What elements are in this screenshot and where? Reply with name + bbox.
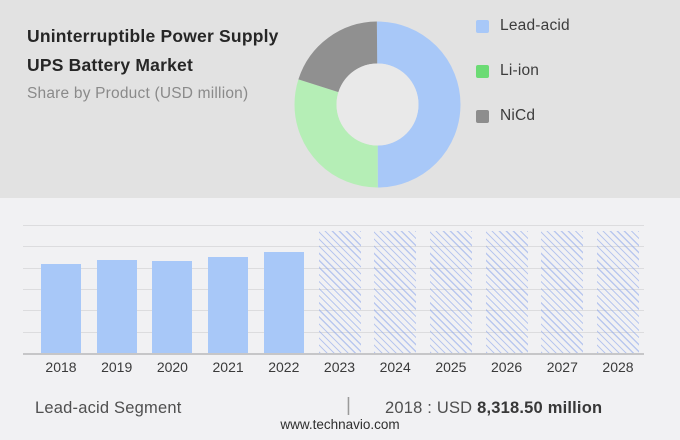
- forecast-column-2025: [429, 231, 472, 353]
- nicd-swatch-icon: [476, 109, 489, 123]
- x-axis-label-2027: 2027: [546, 359, 578, 375]
- legend-item-lead-acid: Lead-acid: [476, 17, 570, 35]
- legend-label-nicd: NiCd: [500, 107, 536, 124]
- bar-2018: [41, 264, 81, 353]
- legend: Lead-acid Li-ion NiCd: [476, 17, 570, 125]
- x-axis-label-2021: 2021: [212, 359, 244, 375]
- footer-separator: |: [346, 395, 351, 416]
- x-axis-label-2026: 2026: [491, 359, 523, 375]
- forecast-column-2023: [318, 231, 361, 353]
- donut-segment-nicd: [294, 21, 461, 188]
- x-axis-label-2025: 2025: [435, 359, 467, 375]
- bar-2019: [96, 260, 137, 353]
- legend-item-nicd: NiCd: [476, 107, 570, 125]
- x-axis-label-2020: 2020: [156, 359, 188, 375]
- page-subtitle: Share by Product (USD million): [27, 85, 249, 102]
- title-block: Uninterruptible Power Supply UPS Battery…: [27, 22, 279, 103]
- page-title-line2: UPS Battery Market: [27, 55, 194, 75]
- donut-hole: [336, 63, 419, 146]
- market-share-donut-chart: [294, 21, 461, 188]
- x-axis-label-2019: 2019: [101, 359, 133, 375]
- bar-2020: [152, 261, 193, 353]
- gridline: [23, 225, 644, 226]
- x-axis-labels: 2018 2019 2020 2021 2022 2023 2024 2025 2026 2027…: [0, 359, 680, 377]
- lead-acid-swatch-icon: [476, 19, 489, 33]
- hero-section: Uninterruptible Power Supply UPS Battery…: [0, 0, 680, 198]
- x-axis-label-2018: 2018: [45, 359, 77, 375]
- page-title-line1: Uninterruptible Power Supply: [27, 26, 279, 46]
- forecast-column-2024: [374, 231, 417, 353]
- x-axis-label-2028: 2028: [602, 359, 634, 375]
- lower-section: 2018 2019 2020 2021 2022 2023 2024 2025 2026 2027…: [0, 198, 680, 440]
- forecast-column-2026: [485, 231, 528, 353]
- x-axis-label-2024: 2024: [379, 359, 411, 375]
- x-axis-label-2022: 2022: [268, 359, 300, 375]
- legend-label-li-ion: Li-ion: [500, 62, 540, 79]
- legend-item-li-ion: Li-ion: [476, 62, 570, 80]
- li-ion-swatch-icon: [476, 64, 489, 78]
- legend-label-lead-acid: Lead-acid: [500, 17, 570, 34]
- donut-segment-li-ion: [294, 21, 461, 188]
- bar-2022: [263, 252, 304, 353]
- bar-plot: [23, 225, 644, 355]
- website-url: www.technavio.com: [280, 417, 400, 432]
- segment-value: 2018 : USD 8,318.50 million: [385, 399, 602, 418]
- segment-value-amount: 8,318.50 million: [477, 399, 603, 417]
- forecast-column-2027: [541, 231, 584, 353]
- x-axis-label-2023: 2023: [323, 359, 356, 375]
- forecast-column-2028: [597, 231, 639, 353]
- donut-svg: [294, 21, 461, 188]
- bar-2021: [208, 257, 249, 353]
- segment-label: Lead-acid Segment: [35, 399, 182, 417]
- segment-value-prefix: 2018 : USD: [385, 399, 478, 417]
